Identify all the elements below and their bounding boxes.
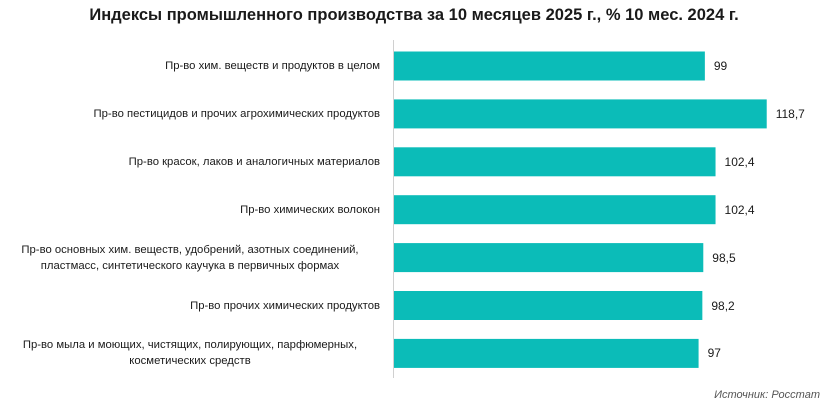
data-label: 98,5	[712, 250, 736, 265]
category-label: Пр-во мыла и моющих, чистящих, полирующи…	[22, 339, 358, 368]
bar	[394, 195, 716, 225]
bar	[394, 291, 703, 320]
data-label: 99	[713, 59, 728, 73]
category-label: Пр-во красок, лаков и аналогичных матери…	[128, 155, 380, 168]
bar	[394, 243, 704, 273]
category-label: Пр-во основных хим. веществ, удобрений, …	[21, 243, 359, 272]
bar	[394, 99, 767, 129]
category-label: Пр-во прочих химических продуктов	[190, 299, 380, 312]
data-label: 102,4	[724, 202, 755, 217]
bar	[394, 338, 699, 368]
chart-title: Индексы промышленного производства за 10…	[89, 6, 739, 24]
category-label: Пр-во пестицидов и прочих агрохимических…	[93, 107, 380, 120]
category-label: Пр-во хим. веществ и продуктов в целом	[165, 60, 380, 72]
data-label: 97	[707, 346, 721, 361]
source-note: Источник: Росстат	[714, 389, 820, 401]
bar	[394, 147, 716, 177]
data-label: 102,4	[724, 154, 755, 169]
data-label: 118,7	[775, 106, 805, 121]
data-label: 98,2	[711, 298, 735, 313]
bar	[394, 51, 705, 81]
category-label: Пр-во химических волокон	[240, 203, 380, 216]
